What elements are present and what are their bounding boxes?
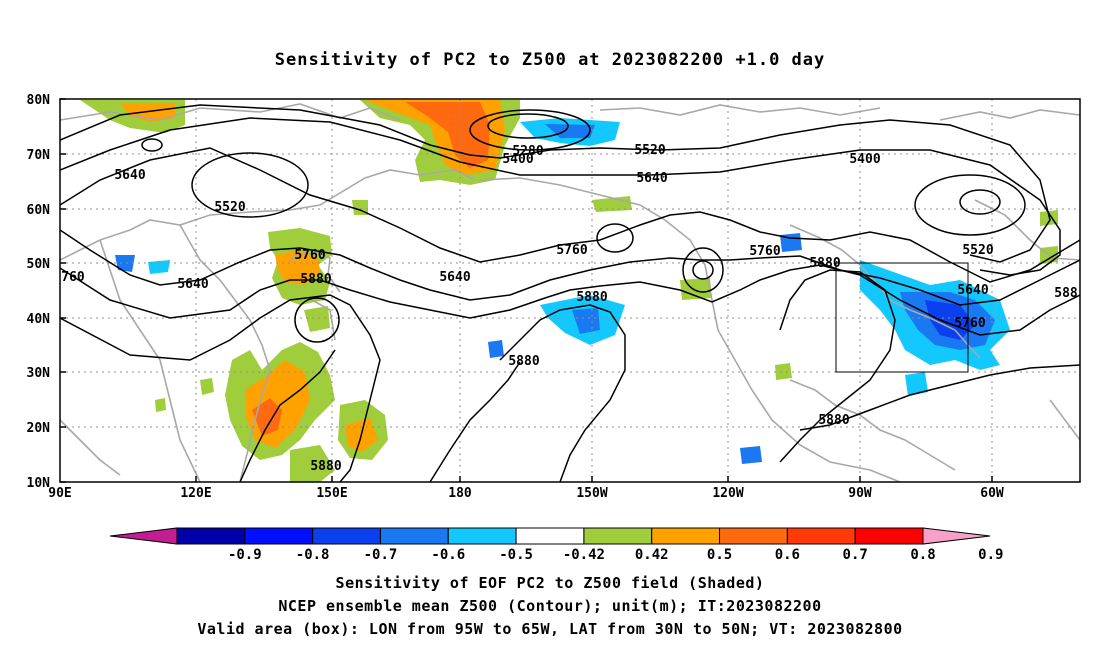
contour-label: 5280 (512, 144, 543, 159)
latitude-labels: 80N 70N 60N 50N 40N 30N 20N 10N (27, 93, 51, 491)
colorbar-swatch (312, 527, 381, 545)
contour-label: 5640 (957, 283, 988, 298)
colorbar-label: 0.8 (910, 547, 935, 563)
contour-label-group: 5280 5400 5520 5400 5640 5520 5640 5760 … (61, 143, 1078, 474)
colorbar-label: -0.42 (563, 547, 605, 563)
valid-area-box (835, 262, 969, 373)
lon-label: 60W (980, 486, 1004, 501)
colorbar-label: -0.7 (364, 547, 398, 563)
colorbar-label: 0.42 (635, 547, 669, 563)
lon-label: 90W (848, 486, 872, 501)
colorbar-label: -0.9 (228, 547, 262, 563)
graticule (60, 99, 1080, 482)
lat-label: 30N (27, 366, 51, 381)
colorbar-swatch (854, 527, 924, 545)
lon-label: 120W (712, 486, 743, 501)
contour-label: 588 (1054, 286, 1078, 301)
z500-contours (60, 104, 1080, 482)
colorbar-swatch (447, 527, 517, 545)
plot-frame (59, 98, 1081, 483)
lat-label: 70N (27, 148, 51, 163)
contour-label: 5880 (809, 256, 840, 271)
colorbar-swatch (244, 527, 314, 545)
contour-label: 5760 (749, 244, 780, 259)
lon-label: 120E (180, 486, 211, 501)
contour-label: 5520 (962, 243, 993, 258)
lat-label: 20N (27, 421, 51, 436)
contour-label: 5880 (300, 272, 331, 287)
contour-label: 5640 (636, 171, 667, 186)
contour-label: 5760 (556, 243, 587, 258)
colorbar-label: 0.9 (978, 547, 1003, 563)
contour-label: 5640 (114, 168, 145, 183)
contour-label: 5880 (508, 354, 539, 369)
contour-label: 5640 (439, 270, 470, 285)
caption-line-3: Valid area (box): LON from 95W to 65W, L… (197, 620, 903, 638)
colorbar-label: 0.7 (843, 547, 868, 563)
lat-label: 40N (27, 312, 51, 327)
colorbar-swatch (379, 527, 449, 545)
caption-line-2: NCEP ensemble mean Z500 (Contour); unit(… (278, 597, 822, 615)
colorbar-swatch (719, 527, 788, 545)
caption-line-1: Sensitivity of EOF PC2 to Z500 field (Sh… (335, 574, 765, 592)
lon-label: 150W (576, 486, 607, 501)
contour-label: 5400 (849, 152, 880, 167)
contour-label: 5400 (502, 152, 533, 167)
colorbar-swatch (583, 527, 653, 545)
colorbar-swatch (786, 527, 856, 545)
contour-label: 5880 (818, 413, 849, 428)
contour-label: 5760 (294, 248, 325, 263)
colorbar-left-arrow (109, 527, 178, 545)
colorbar: -0.9 -0.8 -0.7 -0.6 -0.5 -0.42 0.42 0.5 0.6 0.7 0.… (109, 527, 1003, 563)
colorbar-swatch (176, 527, 246, 545)
contour-label: 760 (61, 270, 85, 285)
colorbar-right-arrow (922, 527, 991, 545)
contour-label: 5760 (954, 316, 985, 331)
contour-label: 5880 (310, 459, 341, 474)
map-title: Sensitivity of PC2 to Z500 at 2023082200… (274, 50, 826, 70)
colorbar-label: 0.5 (707, 547, 732, 563)
lon-label: 150E (316, 486, 347, 501)
axis-ticks (60, 98, 993, 483)
colorbar-label: -0.8 (296, 547, 330, 563)
lat-label: 50N (27, 257, 51, 272)
longitude-labels: 90E 120E 150E 180 150W 120W 90W 60W (48, 486, 1004, 501)
colorbar-label: -0.6 (431, 547, 465, 563)
contour-label: 5520 (214, 200, 245, 215)
contour-label: 5640 (177, 277, 208, 292)
lon-label: 180 (448, 486, 472, 501)
colorbar-label: -0.5 (499, 547, 533, 563)
sensitivity-shading (80, 100, 1058, 482)
colorbar-swatch (651, 527, 721, 545)
contour-label: 5880 (576, 290, 607, 305)
lat-label: 80N (27, 93, 51, 108)
contour-label: 5520 (634, 143, 665, 158)
colorbar-label: 0.6 (775, 547, 800, 563)
lat-label: 60N (27, 203, 51, 218)
lat-label: 10N (27, 476, 51, 491)
colorbar-swatch (515, 527, 585, 545)
lon-label: 90E (48, 486, 71, 501)
